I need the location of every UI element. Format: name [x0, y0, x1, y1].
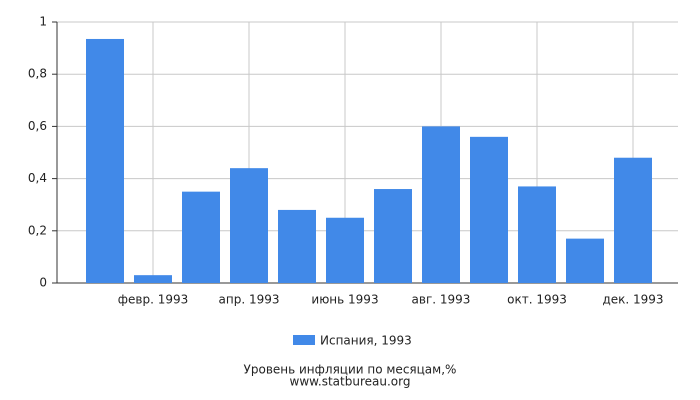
- x-tick-label: июнь 1993: [311, 293, 378, 307]
- bar: [566, 238, 604, 283]
- bar: [134, 275, 172, 283]
- chart-title: Уровень инфляции по месяцам,%: [244, 363, 457, 377]
- bar: [230, 168, 268, 283]
- y-tick-label: 0,6: [28, 119, 47, 133]
- bar: [422, 126, 460, 284]
- bar: [518, 186, 556, 283]
- y-tick-label: 1: [39, 15, 47, 29]
- y-tick-label: 0,8: [28, 67, 47, 81]
- y-tick-label: 0: [39, 276, 47, 290]
- chart-source: www.statbureau.org: [290, 375, 411, 389]
- legend-swatch: [293, 335, 315, 345]
- y-tick-label: 0,4: [28, 171, 47, 185]
- bar: [614, 157, 652, 283]
- bar: [326, 217, 364, 283]
- bar: [374, 189, 412, 283]
- x-tick-label: авг. 1993: [412, 293, 471, 307]
- bar: [470, 136, 508, 283]
- x-tick-label: окт. 1993: [507, 293, 567, 307]
- bar: [278, 209, 316, 283]
- legend-label: Испания, 1993: [320, 334, 412, 348]
- x-tick-label: февр. 1993: [118, 293, 189, 307]
- x-tick-label: дек. 1993: [602, 293, 663, 307]
- x-tick-label: апр. 1993: [219, 293, 280, 307]
- y-tick-label: 0,2: [28, 223, 47, 237]
- bar: [86, 38, 124, 284]
- bar: [182, 191, 220, 283]
